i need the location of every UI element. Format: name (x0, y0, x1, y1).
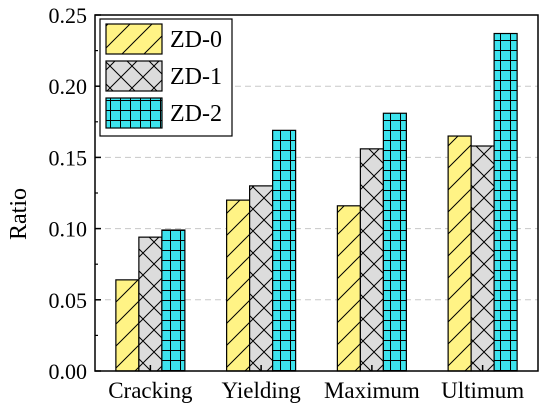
y-axis-title: Ratio (6, 188, 32, 240)
bar-zd-1-maximum (359, 148, 384, 372)
bar-zd-2-ultimum (493, 32, 518, 372)
bars (115, 32, 518, 372)
legend-swatch (105, 60, 163, 92)
bar-zd-2-yielding (272, 129, 297, 372)
legend-label: ZD-2 (170, 101, 222, 127)
plot-frame (94, 14, 539, 372)
legend-label: ZD-1 (170, 64, 222, 90)
x-tick-label: Maximum (324, 378, 420, 403)
y-tick-label: 0.20 (49, 74, 88, 99)
y-tick-labels: 0.00 0.05 0.10 0.15 0.20 0.25 (49, 3, 88, 384)
legend-swatch (105, 97, 163, 129)
x-tick-label: Cracking (108, 378, 193, 403)
axes (94, 14, 539, 372)
bar-zd-0-ultimum (447, 135, 472, 372)
y-tick-label: 0.10 (49, 217, 88, 242)
bar-zd-0-yielding (226, 199, 251, 372)
x-tick-label: Yielding (222, 378, 302, 403)
legend: ZD-0 ZD-1 ZD-2 (99, 18, 233, 137)
x-tick-labels: Cracking Yielding Maximum Ultimum (108, 378, 524, 403)
y-tick-label: 0.00 (49, 359, 88, 384)
bar-zd-1-cracking (138, 236, 163, 372)
legend-swatch (105, 23, 163, 55)
bar-zd-0-maximum (336, 205, 361, 372)
bar-zd-0-cracking (115, 279, 140, 372)
bar-zd-1-yielding (249, 185, 274, 372)
y-tick-label: 0.05 (49, 288, 88, 313)
y-tick-label: 0.15 (49, 145, 88, 170)
bar-zd-2-maximum (382, 112, 407, 372)
bar-zd-2-cracking (161, 229, 186, 372)
x-tick-label: Ultimum (441, 378, 524, 403)
y-tick-label: 0.25 (49, 3, 88, 28)
legend-label: ZD-0 (170, 27, 222, 53)
bar-zd-1-ultimum (470, 145, 495, 372)
